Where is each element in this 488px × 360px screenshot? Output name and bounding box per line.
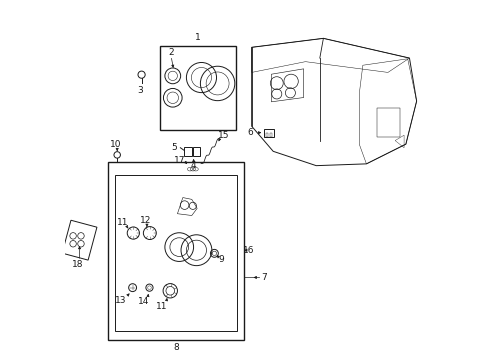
Text: 12: 12 <box>139 216 150 225</box>
Bar <box>62 220 97 260</box>
Text: 10: 10 <box>109 140 121 149</box>
Bar <box>376 108 400 137</box>
Text: 8: 8 <box>173 343 179 352</box>
Bar <box>192 147 199 156</box>
Text: 18: 18 <box>72 260 83 269</box>
Text: 5: 5 <box>171 143 177 152</box>
Text: 2: 2 <box>168 48 173 57</box>
Text: 4: 4 <box>190 161 196 170</box>
Bar <box>269 133 271 136</box>
Text: 15: 15 <box>217 131 228 140</box>
Bar <box>115 175 236 331</box>
Text: 11: 11 <box>155 302 167 311</box>
Text: 11: 11 <box>117 218 128 227</box>
Bar <box>160 45 235 130</box>
Bar <box>108 162 244 339</box>
Text: 16: 16 <box>243 246 254 255</box>
Bar <box>183 147 191 156</box>
Bar <box>265 133 267 136</box>
Text: 17: 17 <box>173 156 184 165</box>
Bar <box>264 129 274 136</box>
Text: 14: 14 <box>138 297 149 306</box>
Text: 7: 7 <box>261 273 266 282</box>
Text: 9: 9 <box>218 255 224 264</box>
Text: 1: 1 <box>195 33 201 42</box>
Text: 13: 13 <box>115 296 126 305</box>
Text: 3: 3 <box>137 86 143 95</box>
Text: 6: 6 <box>246 128 252 137</box>
